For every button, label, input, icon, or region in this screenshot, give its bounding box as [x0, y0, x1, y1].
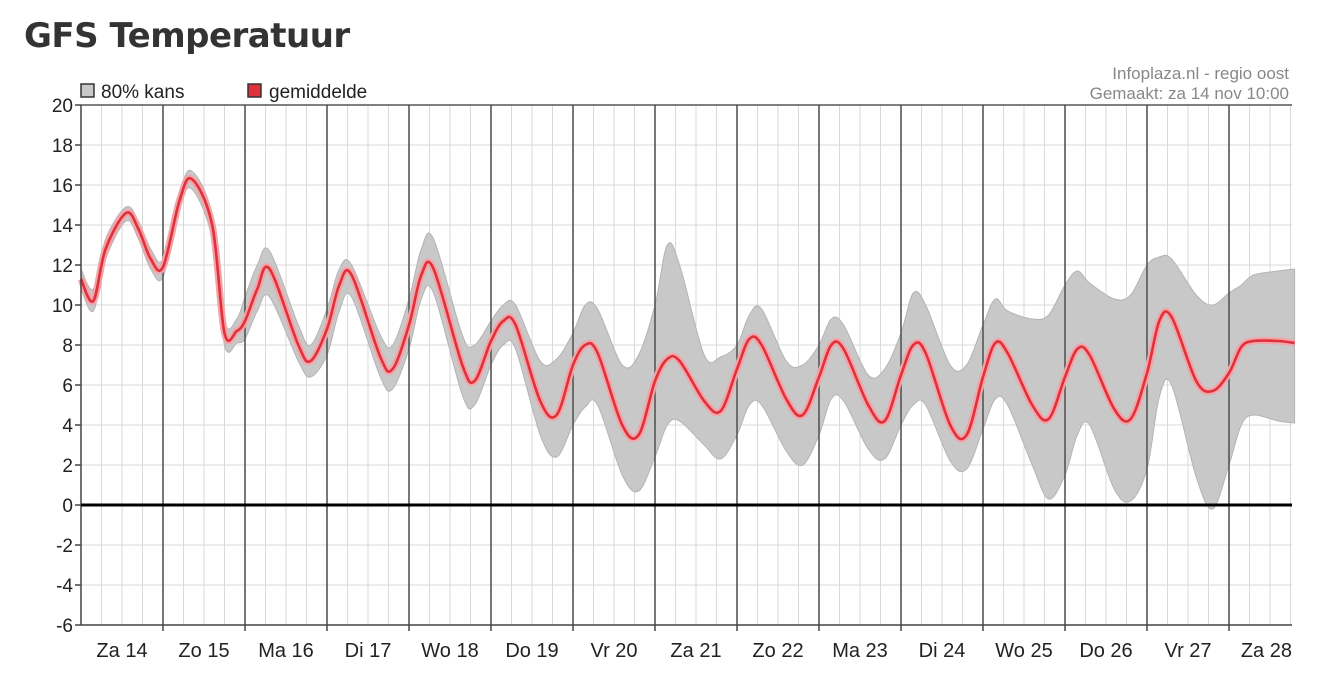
- mean-line: [77, 174, 1296, 443]
- x-tick-label: Za 14: [96, 640, 147, 662]
- x-tick-label: Za 28: [1241, 640, 1292, 662]
- x-tick-label: Wo 18: [421, 640, 478, 662]
- probability-band: [80, 169, 1296, 510]
- major-grid: [162, 105, 1230, 625]
- mean-line-gemiddelde: [79, 176, 1295, 441]
- x-tick-labels: Za 14 Zo 15 Ma 16 Di 17 Wo 18 Do 19 Vr 20 Za 21…: [96, 640, 1292, 662]
- y-tick-label: 20: [52, 96, 73, 117]
- y-tick-label: 18: [52, 136, 73, 157]
- x-tick-label: Za 21: [670, 640, 721, 662]
- legend: 80% kans gemiddelde: [80, 82, 367, 103]
- page-title: GFS Temperatuur: [24, 16, 350, 56]
- legend-label-gemiddelde: gemiddelde: [269, 82, 367, 103]
- y-tick-label: 2: [62, 456, 73, 477]
- y-tick-label: 0: [62, 496, 73, 517]
- axes: [75, 104, 1292, 631]
- band-area-80-kans: [80, 169, 1296, 510]
- x-tick-label: Ma 16: [258, 640, 314, 662]
- x-tick-label: Zo 22: [752, 640, 803, 662]
- y-tick-label: 6: [62, 376, 73, 397]
- x-tick-label: Vr 20: [590, 640, 637, 662]
- x-tick-label: Do 19: [505, 640, 558, 662]
- credit-timestamp: Gemaakt: za 14 nov 10:00: [1090, 84, 1289, 103]
- x-tick-label: Di 17: [345, 640, 392, 662]
- y-tick-label: 8: [62, 336, 73, 357]
- x-tick-label: Ma 23: [832, 640, 888, 662]
- y-tick-label: -4: [56, 576, 73, 597]
- x-tick-label: Wo 25: [995, 640, 1052, 662]
- y-tick-label: 10: [52, 296, 73, 317]
- y-tick-label: -2: [56, 536, 73, 557]
- y-tick-label: 4: [62, 416, 73, 437]
- x-tick-label: Vr 27: [1164, 640, 1211, 662]
- x-tick-label: Zo 15: [178, 640, 229, 662]
- x-tick-label: Di 24: [919, 640, 966, 662]
- legend-swatch-gemiddelde: [247, 83, 262, 98]
- legend-swatch-80-kans: [80, 83, 95, 98]
- y-tick-label: -6: [56, 616, 73, 637]
- credit-source: Infoplaza.nl - regio oost: [1112, 64, 1289, 83]
- credits: Infoplaza.nl - regio oost Gemaakt: za 14…: [1090, 64, 1290, 103]
- x-tick-label: Do 26: [1079, 640, 1132, 662]
- minor-grid: [81, 104, 1292, 626]
- y-tick-label: 12: [52, 256, 73, 277]
- y-tick-label: 14: [52, 216, 74, 237]
- y-tick-label: 16: [52, 176, 73, 197]
- legend-label-80-kans: 80% kans: [101, 82, 184, 103]
